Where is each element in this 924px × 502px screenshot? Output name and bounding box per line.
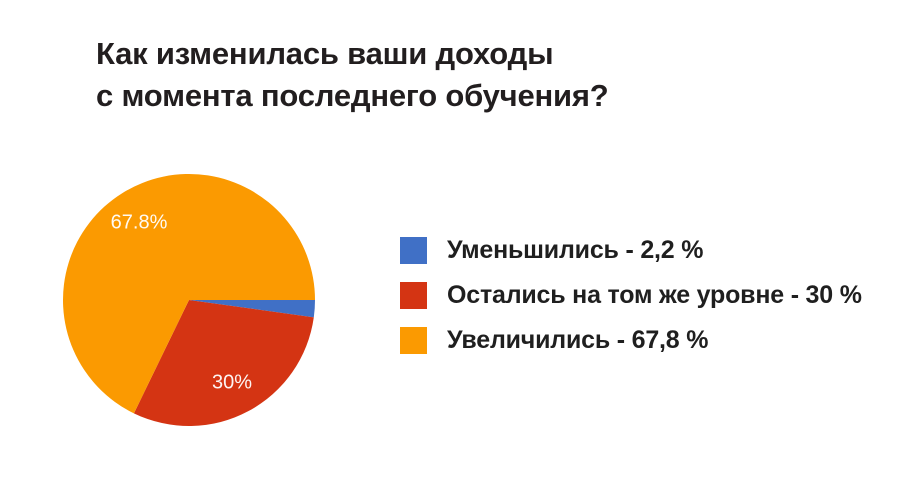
chart-title-line2: с момента последнего обучения? [96,78,609,113]
legend-swatch [400,282,427,309]
legend-row-same-level: Остались на том же уровне - 30 % [400,281,862,309]
chart-title-line1: Как изменилась ваши доходы [96,36,554,71]
legend-label: Уменьшились - 2,2 % [447,236,704,264]
pie-slice-2 [63,174,315,414]
pie-chart: 67.8% 30% [39,150,339,450]
pie-slice-1 [133,300,314,427]
pie-slice-label-same-level: 30% [211,371,253,394]
legend-row-decreased: Уменьшились - 2,2 % [400,236,862,264]
chart-title: Как изменилась ваши доходы с момента пос… [96,33,609,117]
legend-row-increased: Увеличились - 67,8 % [400,326,862,354]
pie-chart-svg [63,174,316,427]
legend-swatch [400,237,427,264]
legend-label: Остались на том же уровне - 30 % [447,281,862,309]
pie-slice-label-increased: 67.8% [110,211,168,234]
pie-slice-0 [189,300,316,318]
legend-swatch [400,327,427,354]
legend-label: Увеличились - 67,8 % [447,326,709,354]
legend: Уменьшились - 2,2 % Остались на том же у… [400,236,862,372]
